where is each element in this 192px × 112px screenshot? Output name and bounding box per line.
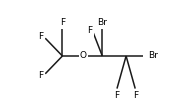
Text: F: F — [38, 32, 44, 41]
Text: F: F — [60, 18, 65, 27]
Text: Br: Br — [148, 52, 158, 60]
Text: Br: Br — [97, 18, 107, 27]
Text: F: F — [133, 91, 138, 100]
Text: F: F — [87, 26, 93, 35]
Text: O: O — [80, 52, 87, 60]
Text: F: F — [114, 91, 119, 100]
Text: F: F — [38, 71, 44, 80]
